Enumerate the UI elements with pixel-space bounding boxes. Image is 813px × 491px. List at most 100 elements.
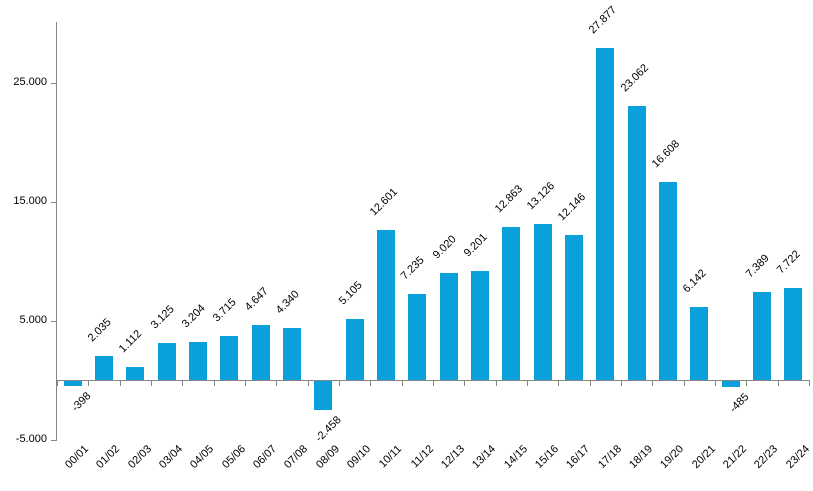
bar (439, 272, 458, 380)
x-axis-tick-label: 18/19 (627, 443, 656, 471)
x-axis-tick (119, 381, 121, 386)
x-axis-tick-label: 08/09 (313, 443, 342, 471)
x-axis-tick (715, 381, 716, 386)
x-axis-tick (652, 381, 654, 386)
x-axis-tick (558, 381, 560, 386)
bar (63, 381, 82, 386)
x-axis-tick-label: 10/11 (377, 443, 405, 471)
bar (721, 381, 740, 387)
bar-value-label: 7.722 (775, 248, 804, 277)
x-axis-tick (495, 381, 497, 386)
bar-value-label: 12.863 (493, 182, 526, 216)
bar (126, 366, 145, 380)
bar-value-label: 16.608 (649, 138, 683, 171)
bar-value-label: 3.204 (179, 302, 208, 331)
bar-value-label: -2.458 (313, 414, 344, 445)
bar (189, 341, 207, 380)
bar-value-label: 12.146 (555, 191, 589, 224)
x-axis-tick (401, 381, 403, 386)
x-axis-tick (433, 381, 434, 386)
bar (220, 335, 239, 380)
x-axis-tick (621, 381, 622, 386)
x-axis-tick (245, 381, 246, 386)
x-axis-tick (683, 381, 685, 386)
bar (784, 288, 803, 380)
x-axis-tick (213, 381, 215, 386)
bar-value-label: 12.601 (367, 186, 401, 219)
x-axis-tick (151, 381, 152, 386)
bar-value-label: -398 (69, 389, 94, 414)
y-axis-tick (51, 320, 57, 322)
bar-value-label: 2.035 (85, 316, 114, 345)
x-axis-tick (276, 381, 278, 386)
x-axis-tick-label: 22/23 (752, 443, 781, 471)
x-axis-tick-label: 00/01 (63, 443, 92, 471)
x-axis-tick (88, 381, 90, 386)
bar (596, 48, 615, 380)
y-axis-tick-label: 15.000 (13, 194, 47, 207)
x-axis-tick (527, 381, 528, 386)
y-axis-tick-label: 5.000 (19, 313, 47, 326)
x-axis-tick-label: 01/02 (94, 443, 123, 471)
bar (502, 226, 521, 380)
x-axis-tick (339, 381, 340, 386)
x-axis-tick (307, 381, 309, 386)
x-axis-tick-label: 13/14 (470, 443, 499, 471)
y-axis-tick (51, 439, 57, 441)
bar-value-label: 27.877 (587, 4, 620, 37)
x-axis-tick-label: 05/06 (219, 443, 248, 471)
y-axis-tick (51, 201, 57, 203)
x-axis-tick-label: 15/16 (533, 443, 562, 471)
bar (345, 319, 364, 380)
x-axis-tick-label: 16/17 (564, 443, 593, 471)
bar (251, 324, 270, 380)
x-axis-tick-label: 17/18 (595, 443, 624, 471)
y-axis-tick (51, 82, 57, 84)
x-axis-tick (370, 381, 372, 386)
x-axis-tick-label: 20/21 (689, 443, 718, 471)
bar-value-label: 5.105 (336, 279, 365, 308)
bar-value-label: 9.201 (461, 230, 490, 259)
x-axis-tick-label: 23/24 (783, 443, 812, 471)
bar-value-label: 6.142 (681, 267, 710, 296)
x-axis-tick-label: 06/07 (251, 443, 280, 471)
x-axis-tick-label: 12/13 (439, 443, 468, 471)
x-axis-tick-label: 04/05 (188, 443, 217, 471)
bar-value-label: 13.126 (524, 179, 557, 213)
x-axis-tick-label: 21/22 (721, 443, 750, 471)
x-axis-tick (746, 381, 748, 386)
x-axis-tick (464, 381, 466, 386)
x-axis-tick-label: 19/20 (658, 443, 687, 471)
bar (753, 292, 771, 380)
x-axis-tick-label: 07/08 (282, 443, 311, 471)
bar-value-label: 3.715 (211, 296, 240, 325)
x-axis-tick-label: 09/10 (345, 443, 374, 471)
x-axis-tick (809, 381, 810, 386)
x-axis-tick-label: 11/12 (408, 443, 436, 471)
bar (565, 235, 583, 380)
bar-value-label: 1.112 (117, 327, 145, 356)
bar (627, 105, 646, 380)
x-axis-line (56, 380, 810, 381)
bar (690, 306, 709, 380)
bar (659, 182, 677, 380)
bar (377, 230, 395, 380)
bar-value-label: -485 (727, 390, 752, 415)
bar-value-label: 7.389 (743, 252, 772, 281)
bar (283, 328, 301, 380)
y-axis-tick-label: 25.000 (13, 75, 47, 88)
bar-value-label: 4.340 (273, 288, 302, 317)
x-axis-tick (589, 381, 591, 386)
x-axis-tick (57, 381, 58, 386)
x-axis-tick-label: 14/15 (501, 443, 530, 471)
y-axis-tick-label: -5.000 (15, 432, 47, 445)
bar-value-label: 4.647 (242, 285, 271, 313)
y-axis-line (56, 22, 57, 440)
x-axis-tick-label: 02/03 (125, 443, 154, 471)
bar-value-label: 3.125 (148, 303, 177, 332)
bar (314, 381, 333, 411)
bar-value-label: 7.235 (399, 254, 428, 283)
x-axis-tick (182, 381, 184, 386)
bar (95, 355, 113, 380)
